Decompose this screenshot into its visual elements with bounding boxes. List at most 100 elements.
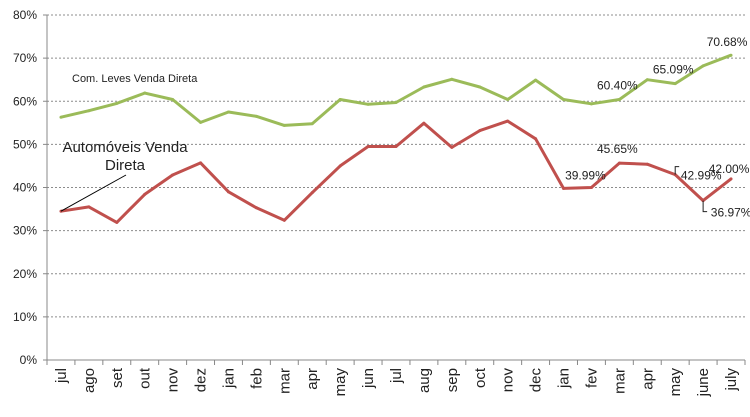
y-tick-label: 40% bbox=[13, 181, 37, 195]
series-label-com-leves: Com. Leves Venda Direta bbox=[72, 73, 198, 85]
data-point bbox=[478, 85, 482, 89]
data-point bbox=[115, 101, 119, 105]
data-point bbox=[589, 186, 593, 190]
x-tick-label: jan bbox=[556, 368, 573, 389]
leader-line bbox=[702, 200, 708, 213]
y-tick-label: 80% bbox=[13, 8, 37, 22]
data-point bbox=[589, 102, 593, 106]
data-point bbox=[534, 137, 538, 141]
x-tick-label: feb bbox=[248, 368, 265, 389]
x-tick-label: apr bbox=[304, 368, 321, 390]
data-point bbox=[422, 121, 426, 125]
data-label: 42.00% bbox=[709, 162, 750, 176]
x-tick-label: mar bbox=[611, 368, 628, 394]
series-label-leader-line bbox=[60, 174, 127, 212]
data-point bbox=[478, 129, 482, 133]
y-tick-label: 20% bbox=[13, 267, 37, 281]
data-point bbox=[394, 101, 398, 105]
data-point bbox=[366, 102, 370, 106]
data-point bbox=[673, 82, 677, 86]
data-point bbox=[506, 119, 510, 123]
x-tick-label: set bbox=[109, 367, 126, 388]
data-label: 70.68% bbox=[707, 35, 748, 49]
leader-line bbox=[674, 166, 680, 175]
data-point bbox=[171, 98, 175, 102]
data-point bbox=[199, 161, 203, 165]
x-tick-label: aug bbox=[416, 368, 433, 393]
x-tick-label: out bbox=[137, 367, 154, 389]
data-point bbox=[338, 98, 342, 102]
series-lines bbox=[59, 53, 733, 224]
x-tick-label: may bbox=[332, 368, 349, 397]
data-point bbox=[729, 53, 733, 57]
x-tick-label: jul bbox=[388, 368, 405, 384]
data-point bbox=[338, 164, 342, 168]
data-point bbox=[115, 220, 119, 224]
x-tick-label: jan bbox=[220, 368, 237, 389]
data-point bbox=[645, 162, 649, 166]
x-tick-label: oct bbox=[472, 367, 489, 388]
x-tick-label: jul bbox=[53, 368, 70, 384]
data-label: 36.97% bbox=[711, 206, 750, 220]
data-point bbox=[87, 109, 91, 113]
data-point bbox=[143, 91, 147, 95]
data-point bbox=[87, 205, 91, 209]
x-tick-label: ago bbox=[81, 368, 98, 393]
data-labels: 60.40% 65.09% 70.68% 39.99% 45.65% 42.99% 36.9… bbox=[565, 35, 750, 219]
x-tick-label: may bbox=[667, 368, 684, 397]
y-axis-ticks: 0% 10% 20% 30% 40% 50% 60% 70% 80% bbox=[13, 8, 47, 367]
y-tick-label: 50% bbox=[13, 137, 37, 151]
data-label: 60.40% bbox=[597, 79, 638, 93]
y-tick-label: 70% bbox=[13, 51, 37, 65]
data-point bbox=[310, 191, 314, 195]
x-tick-label: june bbox=[695, 368, 712, 397]
data-point bbox=[506, 98, 510, 102]
x-tick-label: dec bbox=[528, 368, 545, 393]
x-tick-label: fev bbox=[583, 368, 600, 389]
y-tick-label: 10% bbox=[13, 310, 37, 324]
data-point bbox=[394, 145, 398, 149]
data-point bbox=[450, 77, 454, 81]
x-tick-label: jun bbox=[360, 368, 377, 389]
series-line-automoveis bbox=[60, 119, 732, 224]
data-point bbox=[562, 186, 566, 190]
data-point bbox=[143, 192, 147, 196]
data-point bbox=[226, 190, 230, 194]
x-tick-label: july bbox=[723, 368, 740, 392]
data-point bbox=[701, 64, 705, 68]
x-tick-label: mar bbox=[276, 368, 293, 394]
x-tick-label: nov bbox=[500, 368, 517, 393]
y-tick-label: 60% bbox=[13, 94, 37, 108]
data-label: 39.99% bbox=[565, 169, 606, 183]
data-point bbox=[226, 110, 230, 114]
data-label: 45.65% bbox=[597, 142, 638, 156]
data-point bbox=[617, 161, 621, 165]
data-point bbox=[422, 85, 426, 89]
data-point bbox=[534, 78, 538, 82]
data-point bbox=[59, 115, 63, 119]
x-tick-label: apr bbox=[639, 368, 656, 390]
y-tick-label: 30% bbox=[13, 224, 37, 238]
data-point bbox=[617, 98, 621, 102]
data-point bbox=[645, 78, 649, 82]
x-tick-label: nov bbox=[165, 368, 182, 393]
data-point bbox=[171, 173, 175, 177]
x-tick-label: sep bbox=[444, 368, 461, 392]
data-point bbox=[282, 218, 286, 222]
data-point bbox=[562, 98, 566, 102]
gridlines bbox=[46, 14, 745, 361]
series-labels: Com. Leves Venda Direta Automóveis Venda D… bbox=[60, 73, 198, 212]
data-point bbox=[199, 120, 203, 124]
x-axis-ticks: jul ago set out nov dez jan feb mar apr may jun jul a… bbox=[46, 360, 746, 397]
data-label: 65.09% bbox=[653, 63, 694, 77]
data-point bbox=[282, 123, 286, 127]
data-point bbox=[254, 114, 258, 118]
y-tick-label: 0% bbox=[20, 353, 38, 367]
data-point bbox=[729, 177, 733, 181]
x-tick-label: dez bbox=[193, 368, 210, 392]
data-point bbox=[450, 145, 454, 149]
data-point bbox=[254, 206, 258, 210]
data-point bbox=[366, 145, 370, 149]
data-point bbox=[310, 122, 314, 126]
